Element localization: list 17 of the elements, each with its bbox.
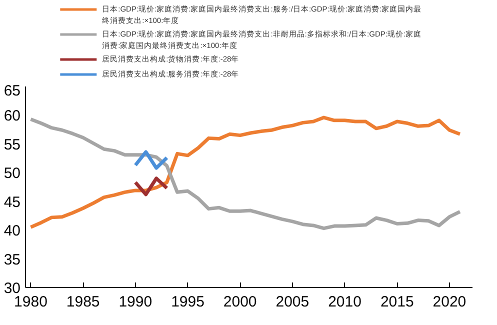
- y-tick-label: 50: [4, 165, 21, 182]
- y-tick-label: 45: [4, 194, 21, 211]
- x-tick-label: 2015: [380, 294, 414, 310]
- y-tick-label: 65: [4, 82, 21, 100]
- x-tick-label: 2005: [276, 294, 310, 310]
- line-series: [134, 150, 169, 170]
- x-tick-label: 1995: [171, 294, 204, 310]
- x-tick-label: 2020: [432, 294, 466, 310]
- x-tick-label: 2010: [328, 294, 362, 310]
- y-tick-label: 55: [4, 136, 21, 154]
- line-series: [134, 176, 169, 196]
- y-tick-label: 60: [4, 108, 21, 125]
- y-tick-label: 40: [4, 222, 21, 240]
- x-tick-label: 1990: [118, 294, 152, 310]
- y-tick-label: 35: [4, 251, 21, 268]
- x-tick-label: 2000: [223, 294, 257, 310]
- x-tick-label: 1985: [66, 294, 100, 310]
